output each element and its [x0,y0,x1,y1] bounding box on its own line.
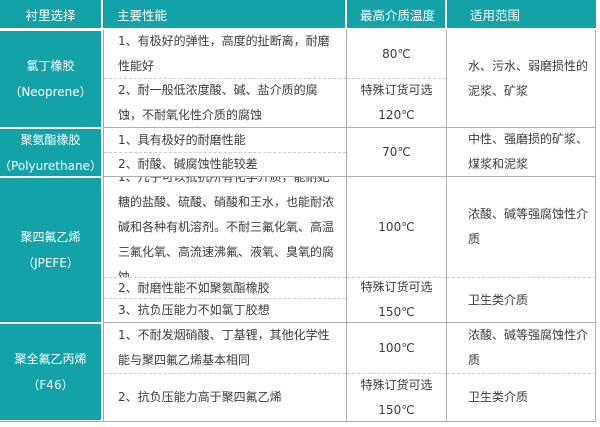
application-scope-cell: 中性、强磨损的矿浆、煤浆和泥浆 [468,132,589,171]
table-row-neoprene: 氯丁橡胶 （Neoprene） 1、有极好的弹性，高度的扯断离，耐磨性能好 2、… [0,30,596,128]
max-temp-column: 100℃ 特殊订货可选 150℃ [347,323,447,421]
lining-name-cell: 聚全氟乙丙烯 （F46） [0,323,103,421]
max-temp-cell: 100℃ [347,177,446,278]
application-scope-column: 浓酸、碱等强腐蚀性介质 卫生类介质 [447,323,596,421]
performance-column: 1、有极好的弹性，高度的扯断离，耐磨性能好 2、耐一般低浓度酸、碱、盐介质的腐蚀… [103,30,347,128]
application-scope-cell: 卫生类介质 [468,292,529,307]
temp-note: 特殊订货可选 [360,83,433,97]
table-row-polyurethane: 聚氨酯橡胶 （Polyurethane） 1、具有极好的耐磨性能 2、耐酸、碱腐… [0,128,596,177]
performance-item: 1、有极好的弹性，高度的扯断离，耐磨性能好 [104,30,346,79]
max-temp-cell: 特殊订货可选 150℃ [347,374,446,421]
max-temp-cell: 特殊订货可选 120℃ [347,79,446,127]
lining-name-en: （Polyurethane） [0,158,102,173]
performance-item: 2、耐磨性能不如聚氨酯橡胶 [104,278,346,299]
temp-value: 120℃ [378,108,415,122]
table-header-row: 衬里选择 主要性能 最高介质温度 适用范围 [0,0,596,30]
performance-column: 1、不耐发烟硝酸、丁基锂，其他化学性能与聚四氟乙烯基本相同 2、抗负压能力高于聚… [103,323,347,421]
temp-value: 80℃ [382,46,411,61]
header-max-medium-temp: 最高介质温度 [347,0,447,30]
lining-name-cn: 聚氨酯橡胶 [20,132,81,147]
temp-value: 150℃ [378,402,415,417]
application-scope-cell: 浓酸、碱等强腐蚀性介质 [447,177,596,278]
max-temp-cell: 80℃ [347,30,446,79]
lining-name-cell: 聚四氟乙烯 （JPEFE） [0,177,103,323]
application-scope-cell: 水、污水、弱磨损性的泥浆、矿浆 [468,58,589,98]
lining-name-en: （F46） [27,378,74,392]
max-temp-column: 70℃ [347,128,447,177]
header-main-performance: 主要性能 [103,0,347,30]
performance-item: 2、抗负压能力高于聚四氟乙烯 [118,390,282,404]
performance-item: 1、具有极好的耐磨性能 [104,128,346,153]
lining-name-en: （JPEFE） [22,256,79,270]
table-row-ptfe: 聚四氟乙烯 （JPEFE） 1、几乎可以抵抗所有化学介质，能耐妃糖的盐酸、硫酸、… [0,177,596,323]
performance-column: 1、几乎可以抵抗所有化学介质，能耐妃糖的盐酸、硫酸、硝酸和王水，也能耐浓碱和各种… [103,177,347,323]
application-scope-column: 中性、强磨损的矿浆、煤浆和泥浆 [447,128,596,177]
performance-item: 1、几乎可以抵抗所有化学介质，能耐妃糖的盐酸、硫酸、硝酸和王水，也能耐浓碱和各种… [104,177,346,278]
temp-value: 70℃ [382,144,411,159]
temp-note: 特殊订货可选 [360,280,433,294]
lining-name-cn: 氯丁橡胶 [26,59,75,73]
lining-name-cell: 聚氨酯橡胶 （Polyurethane） [0,128,103,177]
temp-value: 100℃ [378,219,415,234]
performance-item: 1、不耐发烟硝酸、丁基锂，其他化学性能与聚四氟乙烯基本相同 [104,323,346,374]
max-temp-column: 100℃ 特殊订货可选 150℃ [347,177,447,323]
application-scope-column: 浓酸、碱等强腐蚀性介质 卫生类介质 [447,177,596,323]
temp-value: 150℃ [378,305,415,319]
performance-item: 2、耐酸、碱腐蚀性能较差 [118,157,258,171]
performance-column: 1、具有极好的耐磨性能 2、耐酸、碱腐蚀性能较差 [103,128,347,177]
lining-name-cell: 氯丁橡胶 （Neoprene） [0,30,103,128]
lining-name-en: （Neoprene） [9,85,92,99]
max-temp-column: 80℃ 特殊订货可选 120℃ [347,30,447,128]
temp-value: 100℃ [378,340,415,355]
performance-item: 3、抗负压能力不如氯丁胶想 [118,303,270,317]
performance-item: 2、耐一般低浓度酸、碱、盐介质的腐蚀，不耐氧化性介质的腐蚀 [118,83,318,122]
application-scope-cell: 卫生类介质 [468,390,529,404]
max-temp-cell: 特殊订货可选 150℃ [347,278,446,322]
max-temp-cell: 100℃ [347,323,446,374]
table-row-f46: 聚全氟乙丙烯 （F46） 1、不耐发烟硝酸、丁基锂，其他化学性能与聚四氟乙烯基本… [0,323,596,421]
header-lining-selection: 衬里选择 [0,0,103,30]
max-temp-cell: 70℃ [347,128,446,176]
lining-name-cn: 聚四氟乙烯 [20,230,81,244]
lining-name-cn: 聚全氟乙丙烯 [14,352,87,366]
header-application-scope: 适用范围 [447,0,596,30]
application-scope-column: 水、污水、弱磨损性的泥浆、矿浆 [447,30,596,128]
temp-note: 特殊订货可选 [360,377,433,392]
application-scope-cell: 浓酸、碱等强腐蚀性介质 [447,323,596,374]
